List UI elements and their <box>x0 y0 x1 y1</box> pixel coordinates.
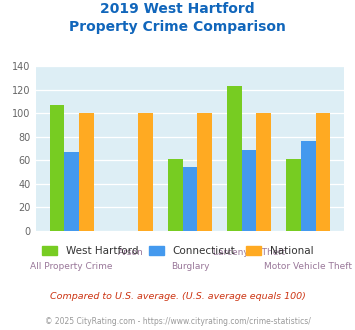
Bar <box>197 113 212 231</box>
Text: Motor Vehicle Theft: Motor Vehicle Theft <box>264 262 352 271</box>
Text: Burglary: Burglary <box>171 262 209 271</box>
Text: Arson: Arson <box>118 248 144 257</box>
Text: Property Crime Comparison: Property Crime Comparison <box>69 20 286 34</box>
Bar <box>301 142 316 231</box>
Text: Larceny & Theft: Larceny & Theft <box>213 248 285 257</box>
Bar <box>50 105 64 231</box>
Bar <box>242 150 256 231</box>
Bar <box>182 167 197 231</box>
Bar <box>316 113 330 231</box>
Bar <box>168 159 182 231</box>
Text: All Property Crime: All Property Crime <box>31 262 113 271</box>
Bar <box>64 152 79 231</box>
Bar <box>286 159 301 231</box>
Text: © 2025 CityRating.com - https://www.cityrating.com/crime-statistics/: © 2025 CityRating.com - https://www.city… <box>45 317 310 326</box>
Bar <box>227 86 242 231</box>
Legend: West Hartford, Connecticut, National: West Hartford, Connecticut, National <box>38 242 317 260</box>
Text: Compared to U.S. average. (U.S. average equals 100): Compared to U.S. average. (U.S. average … <box>50 292 305 301</box>
Bar <box>256 113 271 231</box>
Text: 2019 West Hartford: 2019 West Hartford <box>100 2 255 16</box>
Bar <box>138 113 153 231</box>
Bar <box>79 113 94 231</box>
